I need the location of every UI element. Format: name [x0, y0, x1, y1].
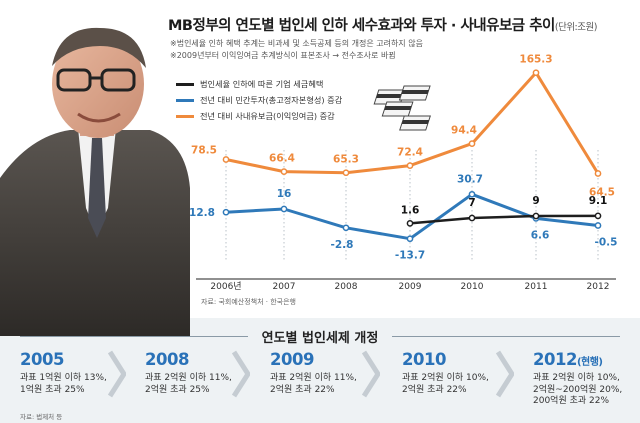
revision-desc: 과표 2억원 이하 11%, 2억원 초과 25%	[145, 373, 232, 395]
note-1: ※법인세율 인하 혜택 추계는 비과세 및 소득공제 등의 개정은 고려하지 않…	[170, 39, 423, 48]
revision-2008: 2008 과표 2억원 이하 11%, 2억원 초과 25%	[145, 350, 265, 396]
revision-desc: 과표 1억원 이하 13%, 1억원 초과 25%	[20, 373, 107, 395]
legend-swatch-black	[176, 83, 194, 86]
data-label: 94.4	[451, 125, 477, 137]
data-label: 16	[277, 188, 292, 200]
data-point	[468, 140, 476, 147]
data-point	[532, 212, 540, 220]
data-point	[594, 212, 602, 220]
revision-year: 2012(현행)	[533, 350, 603, 369]
president-photo	[0, 27, 190, 336]
current-tag: (현행)	[576, 357, 603, 368]
x-tick-label: 2011	[525, 282, 548, 292]
money-stack-icon	[373, 85, 431, 131]
series-line	[409, 214, 599, 225]
data-label: 66.4	[269, 153, 295, 165]
revision-year: 2005	[20, 350, 64, 369]
revision-source: 자료: 법제처 등	[20, 413, 63, 421]
data-point	[342, 169, 350, 177]
revision-year: 2008	[145, 350, 189, 369]
data-point	[280, 168, 288, 175]
revision-desc: 과표 2억원 이하 10%, 2억원~200억원 20%, 200억원 초과 22%	[533, 373, 623, 406]
chevron-right-icon	[362, 350, 380, 398]
data-label: 64.5	[589, 187, 615, 199]
note-2: ※2009년부터 이익잉여금 추계방식이 표본조사 → 전수조사로 바뀜	[170, 51, 396, 60]
revision-year: 2009	[270, 350, 314, 369]
divider-right	[392, 336, 620, 337]
chart-title: MB정부의 연도별 법인세 인하 세수효과와 투자 · 사내유보금 추이(단위:…	[168, 18, 598, 34]
data-label: 9.1	[589, 195, 608, 207]
title-unit: (단위:조원)	[554, 22, 598, 33]
x-tick-label: 2009	[399, 282, 422, 292]
data-label: 30.7	[457, 173, 483, 185]
divider-left	[20, 336, 248, 337]
chevron-right-icon	[108, 350, 126, 398]
data-label: 7	[468, 197, 475, 209]
legend-item-tax-benefit: 법인세율 인하에 따른 기업 세금혜택	[176, 78, 323, 92]
legend-swatch-orange	[176, 115, 194, 118]
data-label: -13.7	[395, 250, 425, 262]
data-label: -2.8	[331, 239, 354, 251]
revision-2009: 2009 과표 2억원 이하 11%, 2억원 초과 22%	[270, 350, 390, 396]
line-chart: 2006년 2007 2008 2009 2010 2011 2012 78.5 66.4 65.…	[189, 54, 618, 292]
data-point	[406, 162, 414, 169]
legend-swatch-blue	[176, 99, 194, 102]
x-tick-label: 2007	[273, 282, 296, 292]
data-point	[468, 190, 476, 198]
data-point	[532, 69, 540, 77]
data-label: 12.8	[189, 207, 215, 219]
data-label: 165.3	[519, 54, 552, 66]
chart-source: 자료: 국회예산정책처 · 한국은행	[201, 298, 296, 306]
revision-desc: 과표 2억원 이하 11%, 2억원 초과 22%	[270, 373, 357, 395]
data-label: 6.6	[531, 229, 550, 241]
data-point	[280, 205, 288, 213]
data-label: -0.5	[595, 237, 618, 249]
data-point	[222, 208, 230, 216]
section-title: 연도별 법인세제 개정	[261, 331, 379, 346]
data-point	[222, 156, 230, 163]
data-point	[594, 170, 602, 177]
data-label: 78.5	[191, 145, 217, 157]
revision-2010: 2010 과표 2억원 이하 10%, 2억원 초과 22%	[402, 350, 522, 396]
x-tick-label: 2006년	[210, 281, 241, 292]
data-point	[406, 235, 414, 243]
data-point	[594, 222, 602, 229]
x-tick-label: 2008	[335, 282, 358, 292]
chevron-right-icon	[232, 350, 250, 398]
data-point	[342, 224, 350, 232]
revision-year: 2010	[402, 350, 446, 369]
chevron-right-icon	[496, 350, 514, 398]
legend-item-investment: 전년 대비 민간투자(총고정자본형성) 증감	[176, 94, 342, 108]
x-tick-label: 2010	[461, 282, 484, 292]
data-point	[468, 214, 476, 222]
revision-2005: 2005 과표 1억원 이하 13%, 1억원 초과 25%	[20, 350, 140, 396]
revision-2012: 2012(현행) 과표 2억원 이하 10%, 2억원~200억원 20%, 200…	[533, 350, 640, 408]
data-label: 1.6	[401, 204, 420, 216]
data-label: 65.3	[333, 154, 359, 166]
revision-desc: 과표 2억원 이하 10%, 2억원 초과 22%	[402, 373, 489, 395]
data-label: 9	[532, 195, 539, 207]
legend-item-retained-earnings: 전년 대비 사내유보금(이익잉여금) 증감	[176, 110, 335, 124]
x-tick-label: 2012	[587, 282, 610, 292]
data-point	[406, 220, 414, 227]
data-label: 72.4	[397, 147, 423, 159]
